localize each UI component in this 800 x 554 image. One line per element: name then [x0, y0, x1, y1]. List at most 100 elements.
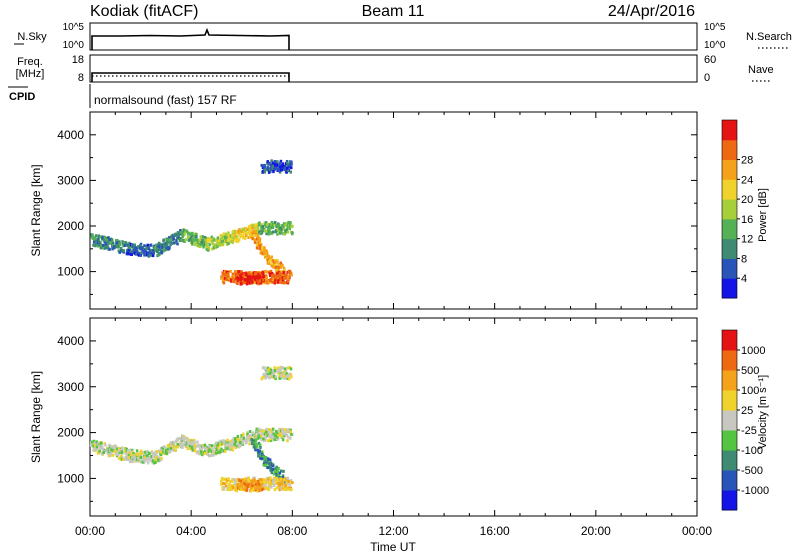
power-cell [262, 278, 265, 282]
xtick-label: 04:00 [176, 524, 206, 538]
power-cell [286, 166, 289, 170]
power-cell [191, 231, 194, 235]
velocity-cell [260, 478, 263, 482]
power-cell [268, 229, 271, 233]
power-cell [223, 236, 227, 240]
power-cell [111, 243, 115, 247]
power-cell [289, 170, 292, 174]
power-cell [276, 160, 279, 164]
velocity-cell [240, 484, 243, 488]
velocity-cell [222, 477, 225, 481]
velocity-cell [237, 439, 240, 442]
velocity-cell [232, 483, 236, 487]
velocity-cell [124, 455, 127, 459]
velocity-cell [154, 458, 157, 462]
power-cell [174, 241, 178, 245]
power-cell [278, 165, 282, 169]
power-cell [223, 276, 227, 280]
power-cell [284, 229, 287, 233]
power-cell [261, 246, 264, 250]
velocity-cell [271, 481, 275, 484]
xtick-label: 12:00 [378, 524, 408, 538]
power-cell [219, 233, 222, 237]
power-cell [179, 237, 182, 241]
power-cell [282, 222, 286, 226]
power-cell [258, 247, 261, 251]
power-cell [278, 266, 281, 269]
power-cell [239, 234, 243, 237]
velocity-cell [118, 450, 122, 454]
velocity-cell [180, 437, 183, 441]
velocity-cell [269, 375, 272, 379]
power-colorbar-tick-label: 4 [741, 273, 747, 285]
velocity-cell [280, 482, 284, 486]
velocity-cell [150, 455, 153, 458]
velocity-cell [186, 447, 189, 451]
velocity-cell [240, 437, 243, 441]
velocity-ytick-label: 1000 [57, 471, 84, 485]
velocity-cell [230, 488, 233, 491]
velocity-cell [231, 438, 234, 442]
power-cell [258, 222, 261, 226]
power-cell [195, 232, 198, 236]
velocity-cell [135, 452, 139, 456]
velocity-cell [267, 466, 270, 470]
power-cell [236, 237, 240, 241]
velocity-cell [263, 461, 266, 465]
power-cell [176, 231, 180, 235]
power-cell [183, 240, 186, 244]
velocity-cell [159, 452, 162, 456]
date-title: 24/Apr/2016 [608, 3, 695, 20]
velocity-cell [198, 444, 202, 448]
power-cell [243, 278, 247, 282]
power-cell [216, 242, 219, 246]
velocity-cell [107, 454, 111, 458]
power-cell [231, 272, 235, 276]
velocity-cell [152, 454, 155, 457]
velocity-cell [269, 464, 273, 468]
power-cell [99, 246, 103, 250]
power-cell [134, 248, 138, 252]
power-cell [253, 240, 257, 244]
velocity-cell [278, 471, 282, 475]
power-cell [275, 166, 278, 170]
xaxis-title: Time UT [370, 540, 416, 554]
velocity-cell [275, 474, 279, 478]
velocity-cell [279, 477, 283, 481]
velocity-cell [251, 431, 254, 435]
power-cell [106, 236, 110, 240]
power-cell [279, 261, 282, 265]
power-cell [130, 253, 133, 256]
power-cell [275, 269, 278, 273]
power-cell [257, 276, 260, 280]
velocity-cell [188, 441, 191, 445]
power-cell [280, 281, 283, 285]
power-cell [281, 162, 285, 166]
velocity-cell [159, 450, 163, 454]
power-cell [139, 244, 142, 247]
power-frame [89, 111, 698, 310]
power-cell [182, 234, 185, 238]
power-cell [268, 161, 271, 165]
velocity-cell [288, 366, 291, 369]
power-cell [203, 241, 206, 244]
power-cell [282, 271, 286, 275]
power-cell [226, 278, 229, 282]
velocity-cell [143, 456, 147, 460]
power-cell [281, 164, 285, 168]
power-cell [274, 263, 277, 267]
velocity-cell [193, 449, 197, 453]
velocity-cell [152, 452, 155, 456]
velocity-cell [254, 446, 257, 450]
velocity-cell [113, 450, 116, 454]
power-cell [283, 168, 286, 172]
power-cell [247, 236, 250, 239]
power-cell [105, 245, 108, 249]
beam-title: Beam 11 [362, 3, 425, 20]
power-cell [285, 222, 288, 226]
velocity-cell [256, 436, 260, 440]
velocity-cell [290, 375, 293, 379]
velocity-cell [161, 446, 164, 450]
velocity-cell [268, 372, 272, 375]
velocity-cell [260, 486, 264, 490]
